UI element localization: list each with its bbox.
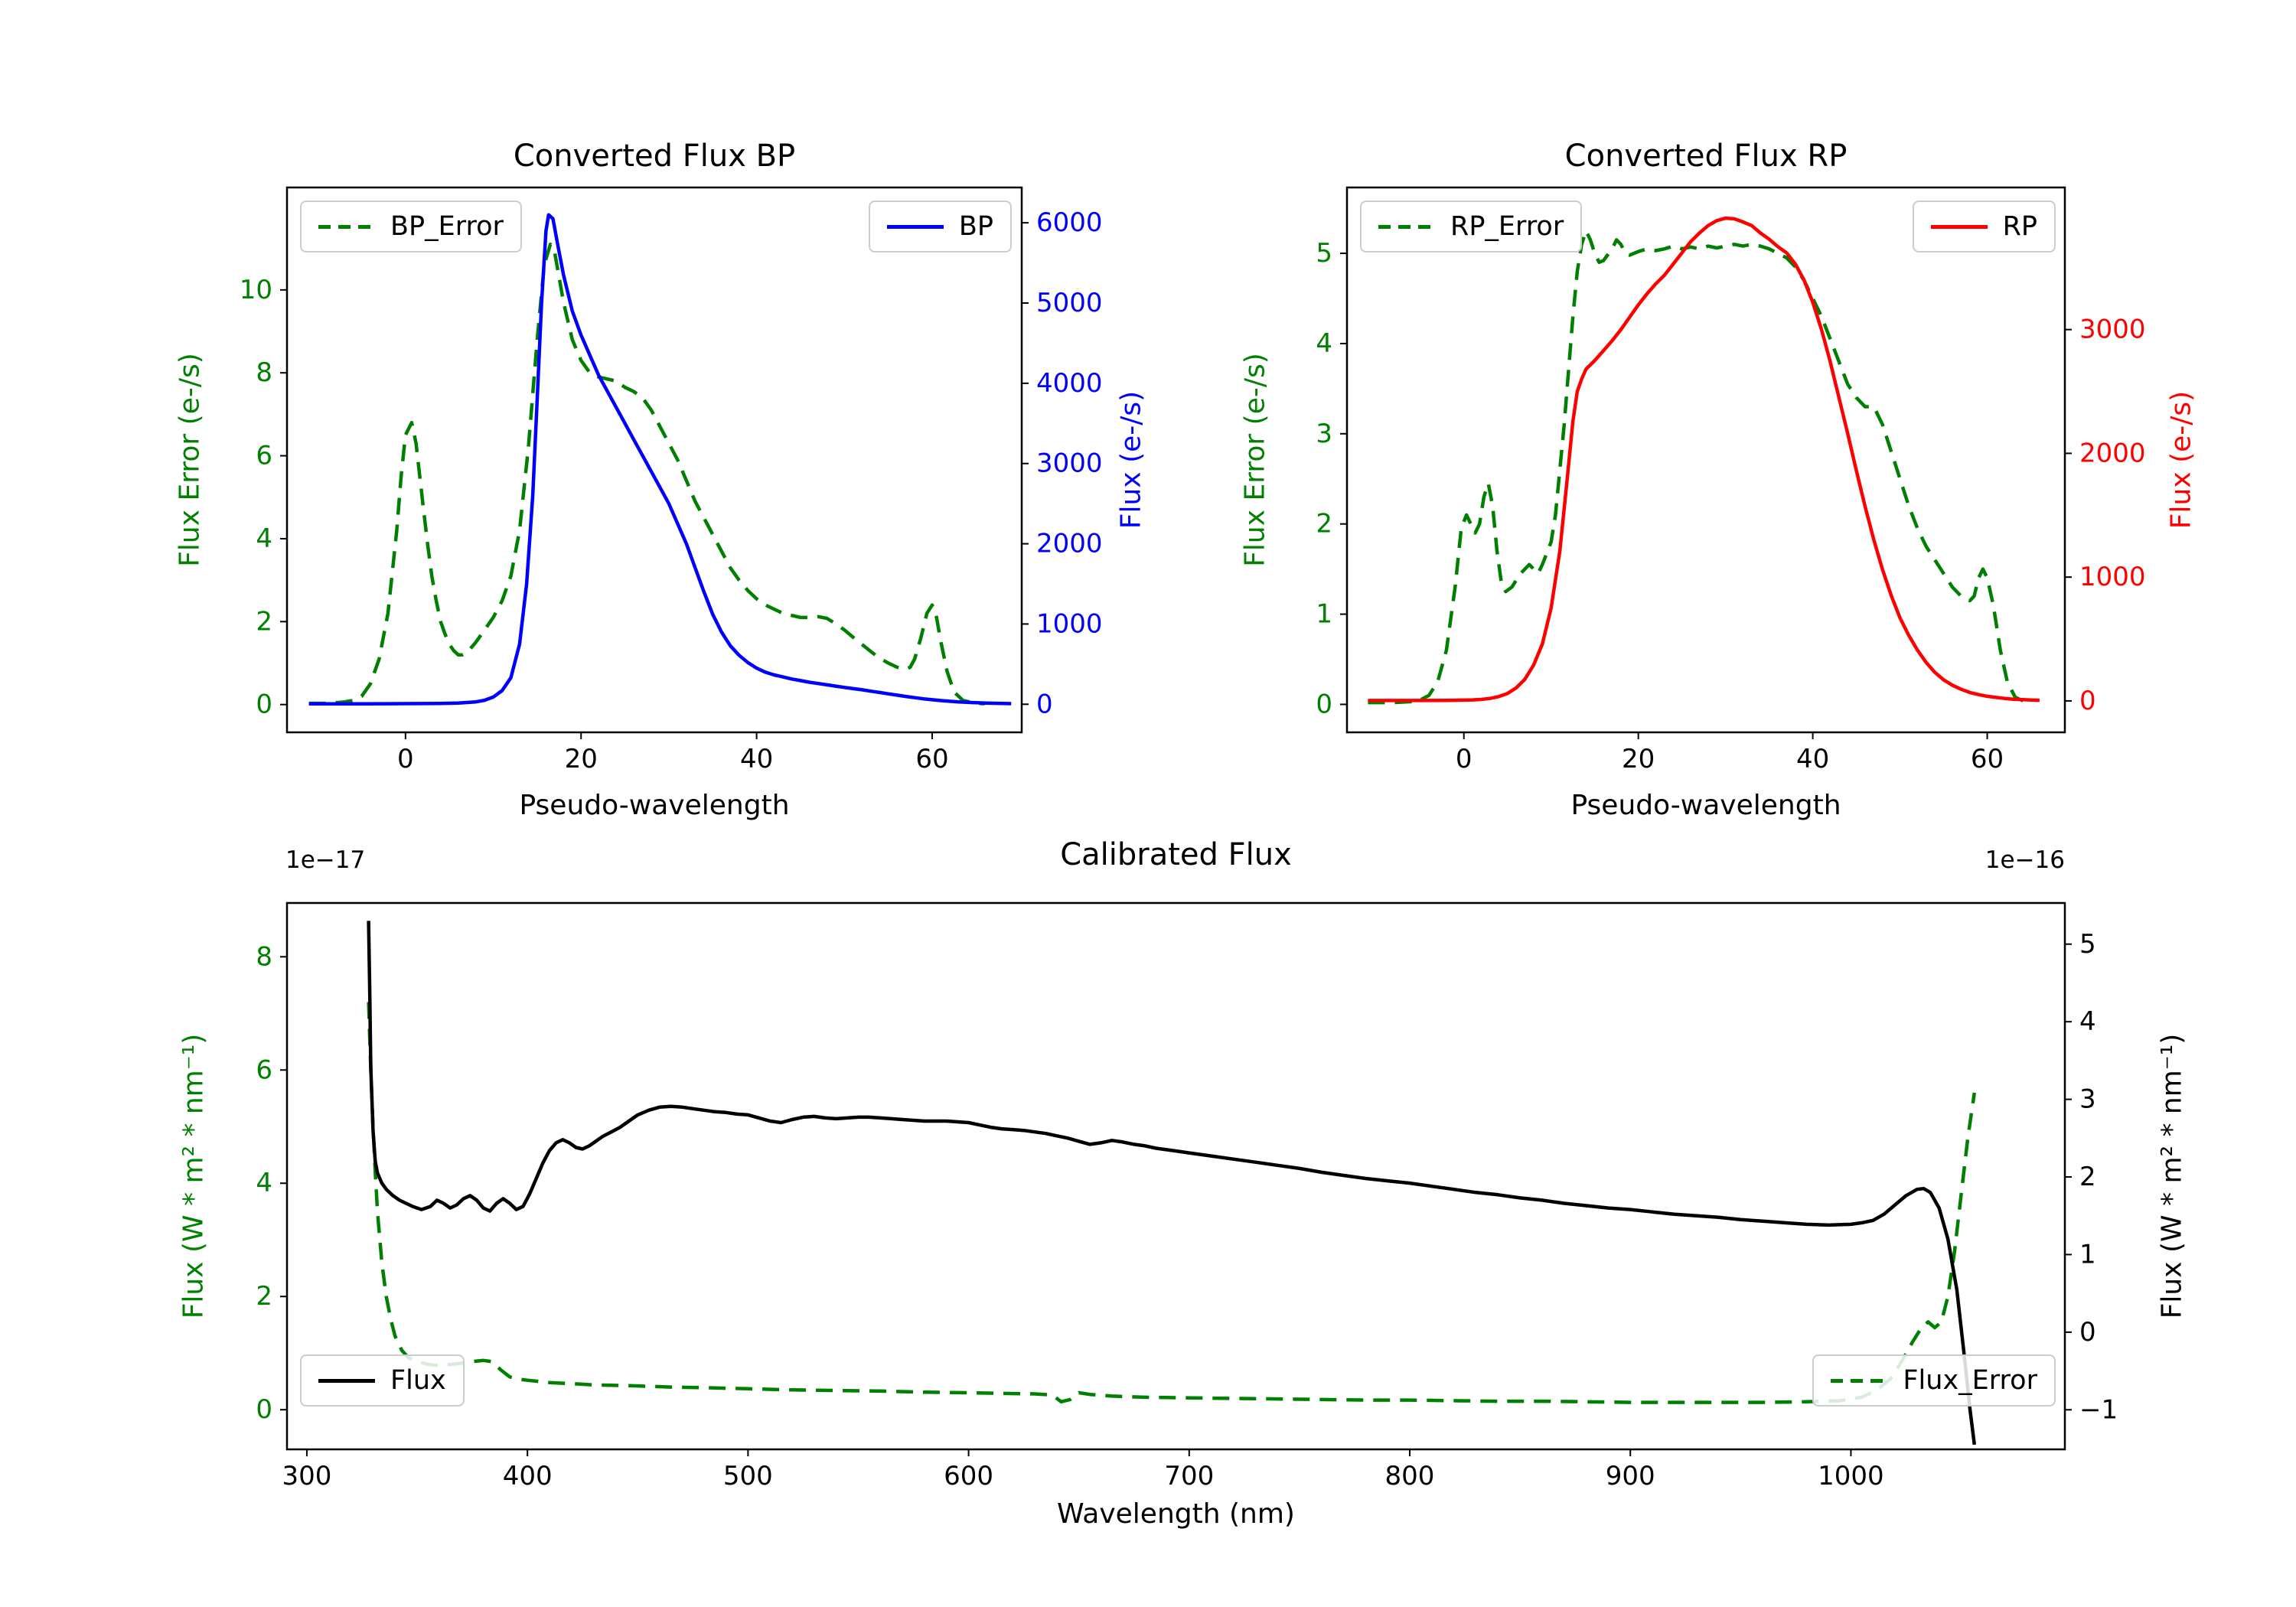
calibrated-left-yaxis-label: Flux (W * m² * nm⁻¹) (178, 1033, 210, 1319)
left-y-tick-label: 0 (1316, 689, 1332, 719)
bp-error-legend: BP_Error (300, 200, 522, 253)
bp-axes-frame (285, 186, 1023, 734)
bp-error-legend-label: BP_Error (390, 211, 504, 242)
bp-error-legend-line (318, 224, 375, 229)
rp-axes-frame (1345, 186, 2066, 734)
bp-line (308, 213, 1012, 706)
rp_error-line (1368, 229, 2027, 705)
left-y-tick-label: 3 (1316, 419, 1332, 449)
right-y-tick-label: 4000 (1036, 368, 1103, 399)
left-y-tick-label: 0 (256, 1394, 272, 1425)
right-y-tick-label: 0 (2079, 1317, 2096, 1348)
flux-legend-label: Flux (390, 1365, 446, 1396)
right-y-tick-label: 5 (2079, 929, 2096, 960)
flux-legend: Flux (300, 1354, 465, 1407)
right-y-tick-label: 2 (2079, 1162, 2096, 1192)
rp-legend-line (1930, 224, 1988, 229)
left-y-tick-label: 2 (1316, 509, 1332, 539)
calibrated-right-yaxis-label: Flux (W * m² * nm⁻¹) (2156, 1033, 2188, 1319)
left-y-tick-label: 2 (256, 1281, 272, 1312)
bp-legend-label: BP (958, 211, 993, 242)
rp-left-yaxis-label: Flux Error (e-/s) (1239, 353, 1271, 567)
right-y-tick-label: 1000 (2079, 562, 2146, 592)
right-y-tick-label: −1 (2079, 1394, 2118, 1425)
x-tick-label: 60 (1971, 744, 2004, 774)
x-tick-label: 20 (565, 744, 598, 774)
left-y-tick-label: 10 (240, 275, 272, 305)
rp-xaxis-label: Pseudo-wavelength (1570, 790, 1841, 821)
bp-xaxis-label: Pseudo-wavelength (519, 790, 790, 821)
left-y-tick-label: 8 (256, 357, 272, 388)
left-y-tick-label: 4 (256, 523, 272, 554)
flux-legend-line (318, 1378, 375, 1383)
bp-right-yaxis-label: Flux (e-/s) (1115, 390, 1147, 530)
left-y-tick-label: 8 (256, 941, 272, 972)
right-y-tick-label: 1 (2079, 1239, 2096, 1270)
rp-error-legend: RP_Error (1360, 200, 1583, 253)
rp-line (1368, 216, 2040, 702)
flux_error-line (367, 1002, 1977, 1404)
x-tick-label: 700 (1164, 1461, 1214, 1491)
left-axis-offset-text: 1e−17 (285, 846, 366, 874)
calibrated-chart-title: Calibrated Flux (1060, 837, 1292, 872)
right-y-tick-label: 3000 (2079, 315, 2146, 345)
left-y-tick-label: 4 (256, 1168, 272, 1198)
right-y-tick-label: 4 (2079, 1006, 2096, 1037)
right-y-tick-label: 3000 (1036, 448, 1103, 479)
x-tick-label: 60 (915, 744, 948, 774)
bp-legend-line (886, 224, 944, 229)
left-y-tick-label: 0 (256, 689, 272, 720)
right-y-tick-label: 0 (2079, 686, 2096, 716)
right-y-tick-label: 0 (1036, 689, 1053, 719)
x-tick-label: 900 (1606, 1461, 1655, 1491)
cal-axes-frame (285, 901, 2066, 1451)
right-y-tick-label: 6000 (1036, 207, 1103, 238)
x-tick-label: 0 (397, 744, 414, 774)
right-y-tick-label: 2000 (1036, 529, 1103, 559)
bp_error-line (308, 242, 985, 706)
left-y-tick-label: 5 (1316, 238, 1332, 269)
x-tick-label: 400 (503, 1461, 553, 1491)
x-tick-label: 0 (1456, 744, 1473, 774)
rp-right-yaxis-label: Flux (e-/s) (2165, 390, 2197, 530)
left-y-tick-label: 6 (256, 441, 272, 471)
x-tick-label: 600 (944, 1461, 993, 1491)
flux-error-legend-line (1831, 1378, 1888, 1383)
x-tick-label: 40 (740, 744, 773, 774)
bp-left-yaxis-label: Flux Error (e-/s) (174, 353, 206, 567)
rp-chart-title: Converted Flux RP (1564, 139, 1848, 174)
left-y-tick-label: 4 (1316, 328, 1332, 359)
x-tick-label: 800 (1385, 1461, 1435, 1491)
calibrated-xaxis-label: Wavelength (nm) (1057, 1498, 1295, 1530)
bp-legend: BP (868, 200, 1012, 253)
right-y-tick-label: 3 (2079, 1084, 2096, 1115)
right-y-tick-label: 2000 (2079, 438, 2146, 468)
rp-legend: RP (1912, 200, 2056, 253)
x-tick-label: 300 (282, 1461, 331, 1491)
rp-error-legend-label: RP_Error (1450, 211, 1564, 242)
x-tick-label: 40 (1796, 744, 1829, 774)
left-y-tick-label: 2 (256, 606, 272, 637)
flux-line (367, 921, 1977, 1446)
rp-legend-label: RP (2002, 211, 2037, 242)
right-axis-offset-text: 1e−16 (1985, 846, 2065, 874)
right-y-tick-label: 1000 (1036, 608, 1103, 639)
left-y-tick-label: 1 (1316, 599, 1332, 630)
rp-error-legend-line (1378, 224, 1435, 229)
flux-error-legend: Flux_Error (1812, 1354, 2056, 1407)
right-y-tick-label: 5000 (1036, 288, 1103, 318)
x-tick-label: 500 (723, 1461, 773, 1491)
bp-chart-title: Converted Flux BP (513, 139, 796, 174)
x-tick-label: 1000 (1818, 1461, 1884, 1491)
flux-error-legend-label: Flux_Error (1903, 1365, 2037, 1396)
x-tick-label: 20 (1622, 744, 1655, 774)
left-y-tick-label: 6 (256, 1054, 272, 1085)
